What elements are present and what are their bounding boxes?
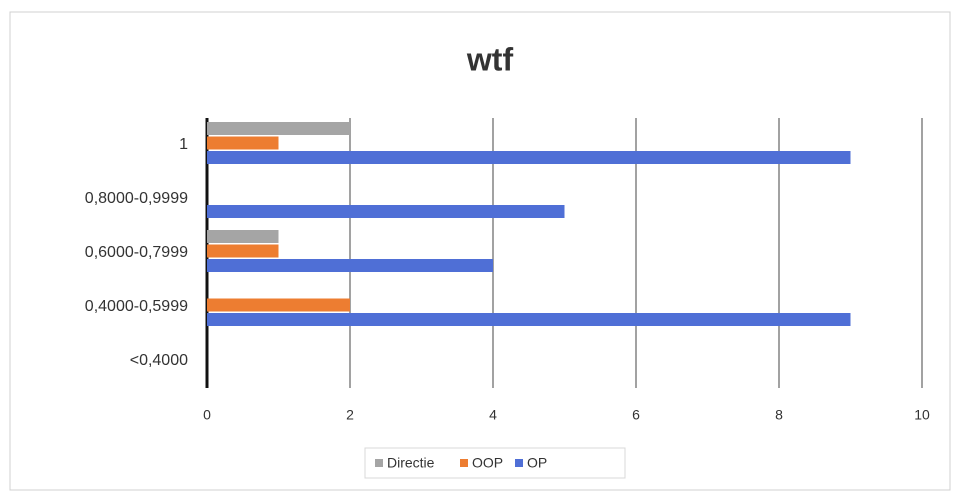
bar bbox=[207, 136, 279, 150]
x-tick-label: 8 bbox=[775, 407, 783, 423]
bar bbox=[207, 313, 851, 326]
legend-box bbox=[364, 447, 626, 479]
y-tick-label: <0,4000 bbox=[130, 352, 188, 369]
legend-swatch bbox=[515, 459, 523, 467]
y-tick-label: 0,6000-0,7999 bbox=[85, 244, 188, 261]
y-tick-label: 0,4000-0,5999 bbox=[85, 298, 188, 315]
bar bbox=[207, 259, 493, 272]
chart-border bbox=[9, 11, 951, 491]
chart-title: wtf bbox=[466, 41, 514, 77]
bar bbox=[207, 122, 350, 135]
bar bbox=[207, 151, 851, 164]
x-tick-label: 0 bbox=[203, 407, 211, 423]
bar bbox=[207, 230, 279, 243]
y-tick-label: 0,8000-0,9999 bbox=[85, 190, 188, 207]
y-tick-label: 1 bbox=[179, 136, 188, 153]
legend-swatch bbox=[375, 459, 383, 467]
bar bbox=[207, 298, 350, 312]
bar bbox=[207, 244, 279, 258]
x-tick-label: 6 bbox=[632, 407, 640, 423]
legend-label: OP bbox=[527, 455, 547, 471]
x-tick-label: 2 bbox=[346, 407, 354, 423]
bar bbox=[207, 205, 565, 218]
legend-swatch bbox=[460, 459, 468, 467]
legend-label: OOP bbox=[472, 455, 503, 471]
x-tick-label: 10 bbox=[914, 407, 930, 423]
legend-label: Directie bbox=[387, 455, 435, 471]
x-tick-label: 4 bbox=[489, 407, 497, 423]
